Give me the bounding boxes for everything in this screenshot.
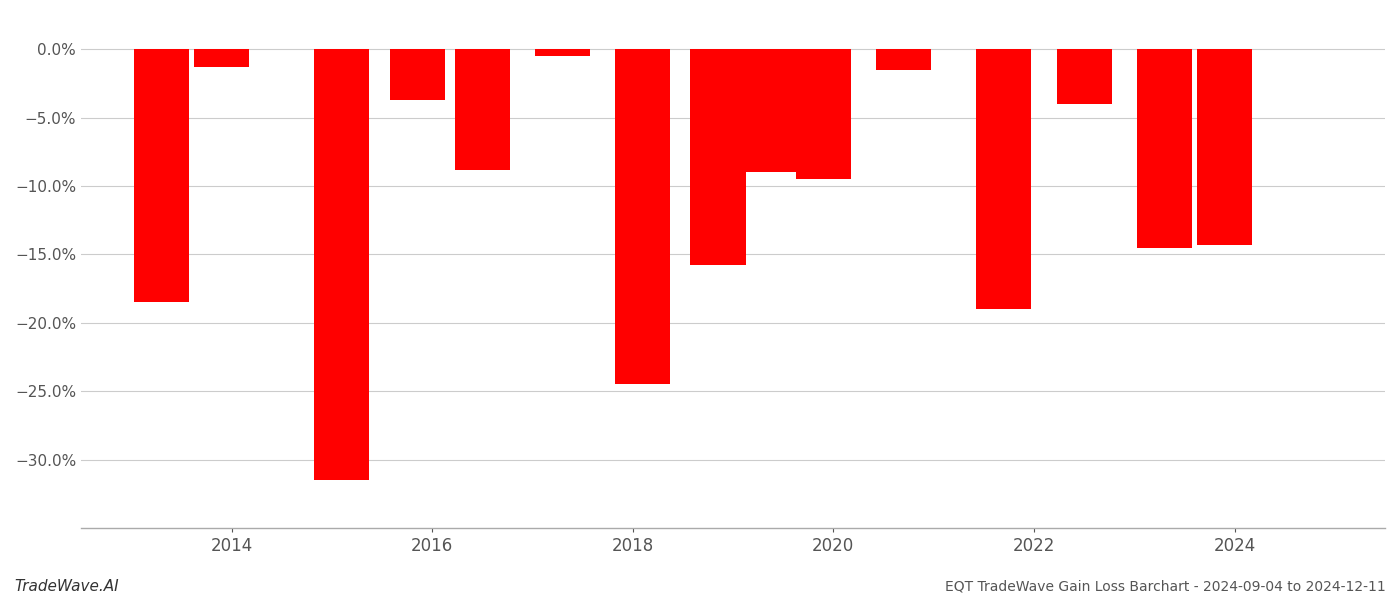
Text: EQT TradeWave Gain Loss Barchart - 2024-09-04 to 2024-12-11: EQT TradeWave Gain Loss Barchart - 2024-… <box>945 580 1386 594</box>
Bar <box>615 49 671 385</box>
Bar <box>976 49 1032 309</box>
Bar <box>690 49 746 265</box>
Bar <box>389 49 445 100</box>
Bar <box>1197 49 1252 245</box>
Bar <box>876 49 931 70</box>
Text: TradeWave.AI: TradeWave.AI <box>14 579 119 594</box>
Bar <box>134 49 189 302</box>
Bar <box>1057 49 1112 104</box>
Bar <box>315 49 370 480</box>
Bar <box>535 49 591 56</box>
Bar <box>741 49 795 172</box>
Bar <box>795 49 851 179</box>
Bar <box>195 49 249 67</box>
Bar <box>455 49 510 170</box>
Bar <box>1137 49 1191 248</box>
